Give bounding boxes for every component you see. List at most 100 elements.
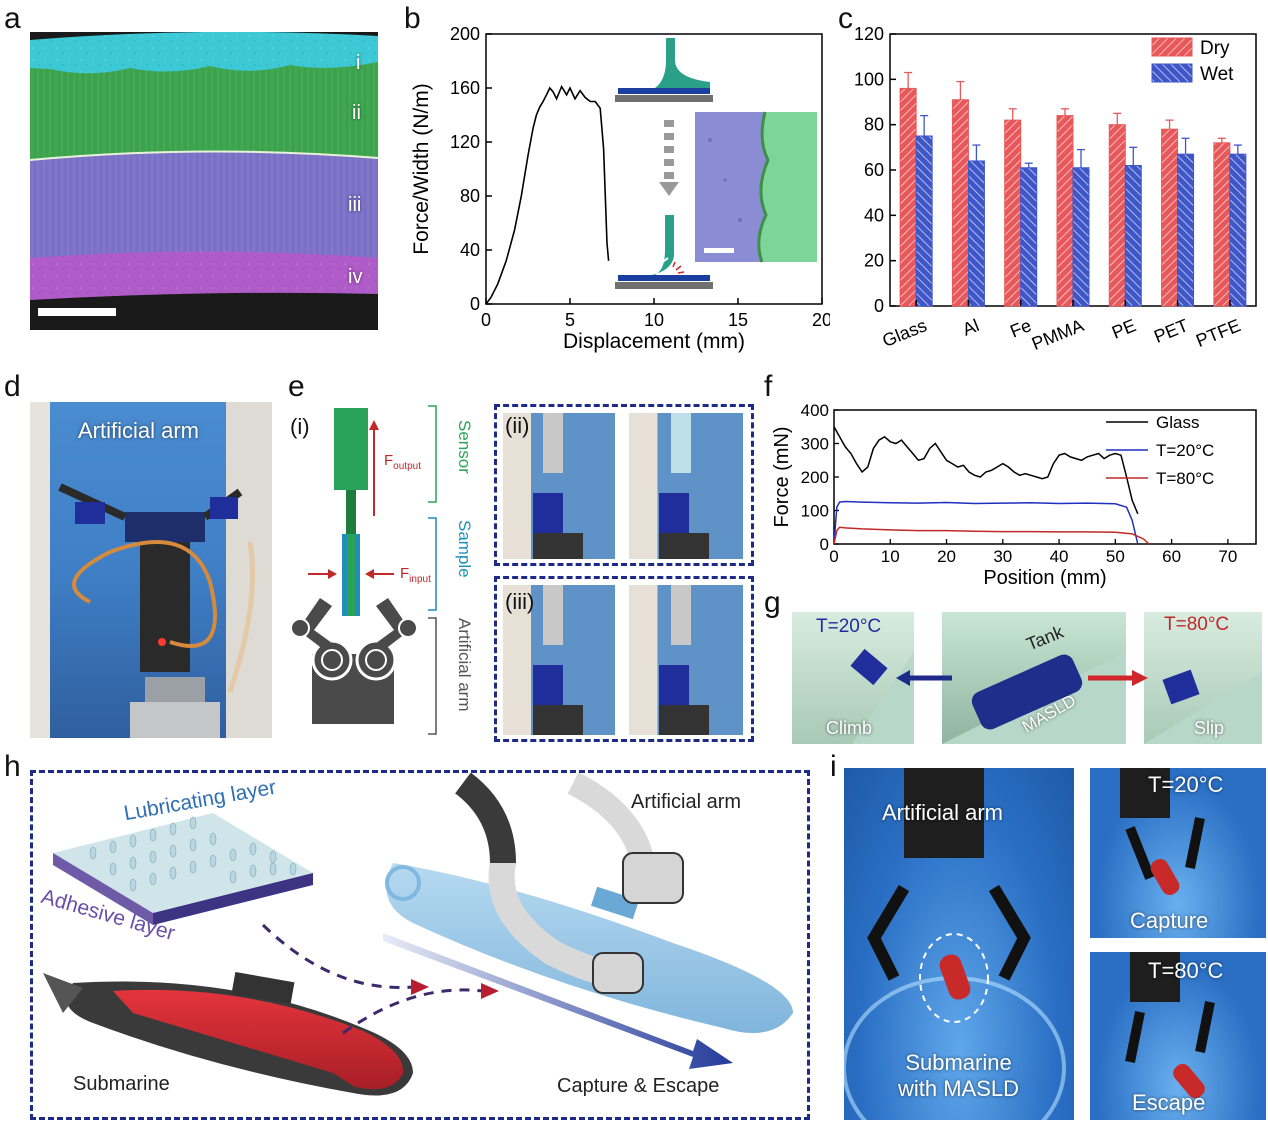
layer-label-i: i — [356, 52, 361, 74]
photo-climb: T=20°C Climb — [792, 612, 914, 744]
photo-box-iii: (iii) — [494, 576, 754, 742]
chart-b-ytick-label: 0 — [470, 294, 480, 314]
chart-c-ytick-label: 80 — [864, 115, 884, 135]
chart-b-ytick-label: 80 — [460, 186, 480, 206]
scale-bar — [38, 308, 116, 316]
arm-label-i: Artificial arm — [882, 800, 1004, 825]
escape-label: Escape — [1132, 1090, 1206, 1115]
chart-c-bar-wet — [1124, 164, 1142, 307]
sem-cross-section: i ii iii iv — [30, 32, 378, 330]
panel-letter-f: f — [764, 370, 773, 403]
peel-schematic — [615, 38, 713, 289]
chart-c-legend-swatch-dry — [1151, 37, 1193, 57]
chart-f-ytick-label: 200 — [801, 468, 829, 487]
arrow-right-icon — [1088, 670, 1148, 686]
chart-b-ytick-label: 200 — [450, 24, 480, 44]
slip-label: Slip — [1194, 718, 1225, 738]
chart-b-ytick-label: 160 — [450, 78, 480, 98]
photo-ii-left — [503, 413, 615, 559]
chart-f-xtick-label: 10 — [881, 547, 900, 566]
capture-label: Capture — [1130, 908, 1209, 933]
sensor-block — [334, 408, 368, 490]
panel-letter-b: b — [404, 2, 421, 35]
gripper-icon — [290, 598, 418, 724]
chart-c-bar-wet — [1229, 153, 1247, 307]
chart-c-ytick-label: 100 — [854, 69, 884, 89]
t20-label-i: T=20°C — [1148, 772, 1224, 797]
dashed-arrow-2 — [342, 988, 484, 1035]
bracket-sample-label: Sample — [455, 520, 474, 578]
chart-b-xtick-label: 0 — [481, 310, 491, 330]
chart-c-ytick-label: 0 — [874, 296, 884, 316]
layer-label-iii: iii — [348, 194, 362, 216]
t80-label-i: T=80°C — [1148, 958, 1224, 983]
chart-c-ytick-label: 20 — [864, 251, 884, 271]
panel-letter-h: h — [4, 750, 21, 783]
chart-c-legend-label-wet: Wet — [1200, 64, 1234, 85]
chart-b-ytick-label: 40 — [460, 240, 480, 260]
temp-20-label: T=20°C — [816, 616, 882, 637]
arm-photo-label: Artificial arm — [78, 418, 200, 443]
chart-c-bar-dry — [951, 99, 969, 307]
chart-f-xtick-label: 60 — [1162, 547, 1181, 566]
chart-f-xtick-label: 70 — [1218, 547, 1237, 566]
chart-f-xtick-label: 0 — [829, 547, 838, 566]
chart-c-bar-dry — [1108, 124, 1126, 307]
artificial-arm-photo: Artificial arm — [30, 402, 272, 738]
photo-main-capture: Artificial arm Submarine with MASLD — [844, 768, 1074, 1120]
robot-arm-icon — [454, 772, 684, 994]
chart-f-legend-label-0: Glass — [1156, 413, 1199, 432]
photo-iii-left — [503, 585, 615, 735]
chart-c-ytick-label: 60 — [864, 160, 884, 180]
chart-c-xtick-label: PMMA — [1029, 315, 1087, 354]
arm-label-h: Artificial arm — [631, 791, 742, 813]
chart-c-legend-swatch-wet — [1151, 63, 1193, 83]
chart-c-xtick-label: PTFE — [1193, 315, 1243, 351]
layer-label-iv: iv — [348, 266, 363, 288]
chart-f: 0 10 20 30 40 50 60 70 0 100 200 300 400 Position (mm… — [771, 401, 1257, 589]
submarine-blue-icon — [385, 863, 793, 1033]
chart-b-xtick-label: 5 — [565, 310, 575, 330]
schematic-h-frame: Lubricating layer Adhesive layer Submari… — [30, 770, 810, 1120]
chart-f-series-line-0 — [833, 426, 1139, 515]
chart-f-legend-label-1: T=20°C — [1156, 441, 1214, 460]
photo-iii-right — [629, 585, 743, 735]
chart-f-xtick-label: 20 — [937, 547, 956, 566]
chart-c-bar-dry — [1056, 115, 1074, 307]
chart-b-xtick-label: 10 — [644, 310, 664, 330]
interface-micrograph — [695, 111, 817, 263]
photo-box-ii: (ii) — [494, 404, 754, 566]
chart-f-series-line-1 — [833, 500, 1139, 545]
capture-escape-label: Capture & Escape — [557, 1075, 720, 1097]
chart-f-xtick-label: 50 — [1106, 547, 1125, 566]
schematic-h-art — [43, 772, 793, 1096]
chart-f-ytick-label: 300 — [801, 435, 829, 454]
chart-c-bar-dry — [1161, 128, 1179, 307]
chart-b-xtick-label: 15 — [728, 310, 748, 330]
photo-escape: T=80°C Escape — [1090, 952, 1266, 1120]
photo-capture: T=20°C Capture — [1090, 768, 1266, 938]
chart-f-ytick-label: 400 — [801, 401, 829, 420]
chart-c-bar-wet — [915, 135, 933, 307]
panel-letter-c: c — [838, 2, 853, 35]
chart-b-ylabel: Force/Width (N/m) — [410, 83, 433, 255]
chart-c-xtick-label: PET — [1151, 315, 1191, 347]
chart-b-xtick-label: 20 — [812, 310, 830, 330]
chart-c-legend-label-dry: Dry — [1200, 38, 1230, 59]
chart-c-xtick-label: Al — [960, 315, 982, 340]
chart-c-bar-wet — [1177, 153, 1195, 307]
layer-label-ii: ii — [352, 102, 361, 124]
chart-c: 020406080100120Adhesion force (N/m)Glass… — [854, 24, 1257, 354]
temp-80-label: T=80°C — [1164, 614, 1230, 635]
chart-c-bar-dry — [899, 87, 917, 307]
chart-b-series-line — [485, 84, 610, 305]
chart-f-ytick-label: 100 — [801, 502, 829, 521]
chart-f-legend-label-2: T=80°C — [1156, 469, 1214, 488]
submarine-label-i: Submarine with MASLD — [898, 1050, 1020, 1101]
climb-label: Climb — [826, 718, 873, 738]
sub-label-iii: (iii) — [505, 589, 535, 614]
panel-letter-a: a — [4, 2, 21, 35]
panel-letter-g: g — [764, 586, 781, 619]
f-output-label: Foutput — [384, 452, 421, 472]
